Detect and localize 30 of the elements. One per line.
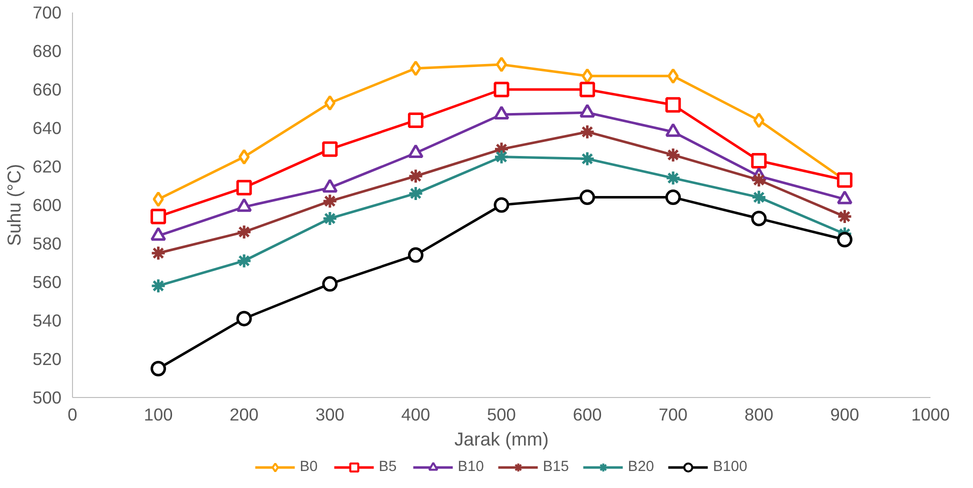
x-tick-label: 500 <box>487 404 516 424</box>
y-tick-label: 700 <box>32 2 62 22</box>
x-tick-label: 400 <box>401 404 430 424</box>
y-tick-label: 500 <box>32 388 62 408</box>
y-tick-label: 580 <box>32 234 62 254</box>
x-tick-label: 600 <box>572 404 602 424</box>
y-tick-label: 540 <box>32 310 62 330</box>
x-tick-label: 300 <box>315 404 344 424</box>
y-axis-title: Suhu (°C) <box>4 164 25 246</box>
legend-label: B15 <box>542 459 569 475</box>
x-tick-label: 200 <box>230 404 259 424</box>
x-tick-label: 0 <box>68 404 78 424</box>
y-tick-label: 660 <box>32 80 62 100</box>
legend-label: B0 <box>300 459 319 475</box>
x-axis-title: Jarak (mm) <box>454 428 549 450</box>
y-tick-label: 520 <box>32 349 62 369</box>
legend-label: B5 <box>378 459 398 475</box>
x-tick-label: 800 <box>744 404 774 424</box>
y-tick-label: 680 <box>32 41 62 61</box>
legend-label: B20 <box>628 459 654 475</box>
y-tick-label: 640 <box>32 118 62 138</box>
x-tick-label: 1000 <box>911 404 950 424</box>
legend-label: B10 <box>458 459 484 475</box>
x-tick-label: 900 <box>830 404 860 424</box>
y-tick-label: 600 <box>32 195 62 215</box>
y-tick-label: 620 <box>32 156 62 176</box>
legend-label: B100 <box>713 459 748 475</box>
y-tick-label: 560 <box>32 272 62 292</box>
x-tick-label: 700 <box>658 404 688 424</box>
x-tick-label: 100 <box>144 404 173 424</box>
